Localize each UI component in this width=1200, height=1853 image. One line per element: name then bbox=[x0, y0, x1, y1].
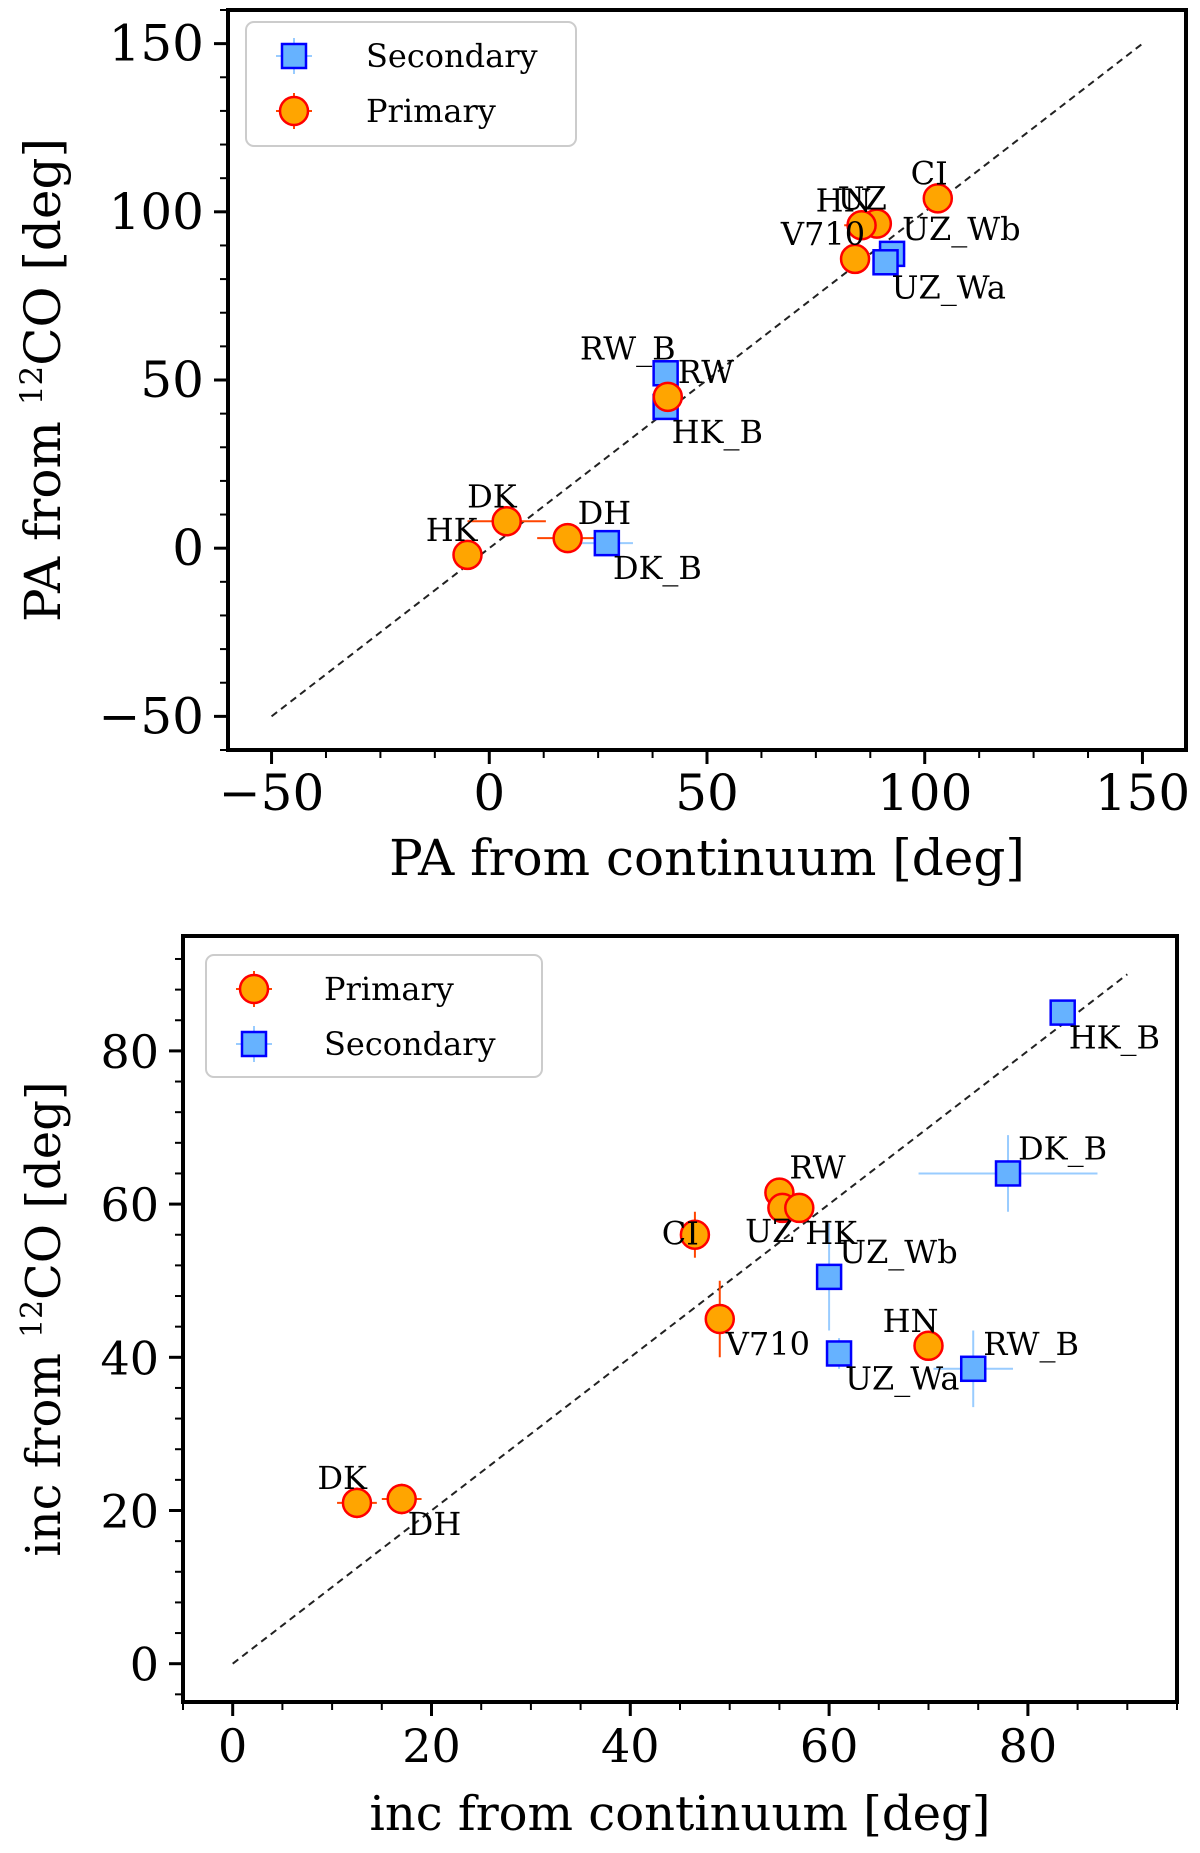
x-tick-label: 60 bbox=[800, 1719, 859, 1773]
y-tick-label: 40 bbox=[100, 1331, 159, 1385]
x-tick-label: 20 bbox=[402, 1719, 461, 1773]
legend: Primary Secondary bbox=[205, 954, 543, 1078]
point-label-RW: RW bbox=[789, 1149, 845, 1187]
x-tick-label: 100 bbox=[877, 764, 972, 822]
point-label-HK: HK bbox=[805, 1214, 858, 1252]
point-label-V710: V710 bbox=[780, 215, 865, 253]
legend-label-primary: Primary bbox=[324, 970, 454, 1008]
data-point-CI bbox=[679, 1219, 711, 1250]
point-label-RW_B: RW_B bbox=[983, 1325, 1079, 1363]
data-point-UZ_Wb bbox=[815, 1263, 843, 1291]
data-point-DK_B bbox=[593, 529, 621, 557]
y-axis-label-prefix: inc from bbox=[16, 1338, 72, 1557]
legend-label-secondary: Secondary bbox=[366, 37, 538, 75]
y-axis-label-suffix: CO [deg] bbox=[14, 138, 72, 366]
inclination-comparison-chart: RW UZ HK CI V710 HN DK DH HK_B DK_B UZ_Wb UZ_Wa RW_B… bbox=[15, 934, 1179, 1842]
y-tick-label: 20 bbox=[100, 1485, 159, 1539]
legend-marker-primary bbox=[278, 95, 310, 127]
data-point-RW bbox=[652, 381, 684, 413]
y-tick-label: 60 bbox=[100, 1178, 159, 1232]
legend: Secondary Primary bbox=[245, 21, 577, 147]
data-point-DH bbox=[386, 1483, 417, 1515]
data-point-HK bbox=[784, 1192, 815, 1224]
point-label-UZ_Wb: UZ_Wb bbox=[839, 1233, 958, 1271]
point-label-DK_B: DK_B bbox=[1018, 1129, 1107, 1167]
data-point-UZ_Wa bbox=[872, 249, 899, 276]
y-axis-label: inc from 12CO [deg] bbox=[15, 1081, 72, 1556]
y-tick-label: 100 bbox=[109, 183, 204, 241]
data-point-UZ_Wa bbox=[825, 1340, 853, 1367]
x-axis-label: PA from continuum [deg] bbox=[389, 829, 1025, 887]
point-label-HN: HN bbox=[883, 1302, 939, 1340]
point-label-RW_B: RW_B bbox=[580, 329, 676, 367]
legend-marker-secondary bbox=[240, 1030, 268, 1058]
x-tick-label: 40 bbox=[601, 1719, 660, 1773]
data-point-RW_B bbox=[959, 1355, 987, 1383]
point-label-HK_B: HK_B bbox=[1069, 1019, 1160, 1057]
x-tick-label: −50 bbox=[219, 764, 325, 822]
y-axis-label-suffix: CO [deg] bbox=[16, 1081, 72, 1300]
data-point-V710 bbox=[704, 1303, 736, 1335]
data-point-CI bbox=[922, 183, 954, 214]
data-point-DK bbox=[341, 1487, 373, 1519]
one-to-one-reference-line bbox=[270, 42, 1144, 718]
point-label-CI: CI bbox=[911, 154, 948, 192]
legend-box bbox=[205, 954, 543, 1078]
point-label-HK_B: HK_B bbox=[672, 413, 763, 451]
y-axis-label-superscript: 12 bbox=[15, 1300, 50, 1338]
point-label-HN: HN bbox=[816, 181, 872, 219]
legend-marker-primary bbox=[238, 973, 270, 1005]
x-tick-label: 150 bbox=[1095, 764, 1190, 822]
data-point-HN bbox=[913, 1330, 944, 1362]
data-point-DH bbox=[552, 522, 583, 554]
one-to-one-reference-line bbox=[232, 973, 1128, 1665]
y-tick-label: 50 bbox=[140, 351, 204, 409]
legend-label-primary: Primary bbox=[366, 92, 496, 130]
y-tick-label: 80 bbox=[100, 1025, 159, 1079]
data-point-HK_B bbox=[1049, 999, 1076, 1026]
point-label-HK: HK bbox=[426, 511, 479, 549]
point-label-UZ_Wa: UZ_Wa bbox=[892, 268, 1006, 306]
data-point-HK bbox=[452, 539, 483, 571]
y-tick-label: 150 bbox=[109, 15, 204, 73]
point-label-UZ: UZ bbox=[745, 1212, 794, 1250]
point-label-DK_B: DK_B bbox=[613, 549, 702, 587]
data-point-DK bbox=[491, 506, 522, 537]
point-label-DH: DH bbox=[578, 494, 632, 532]
x-tick-label: 0 bbox=[473, 764, 505, 822]
legend-box bbox=[245, 21, 577, 147]
y-tick-label: 0 bbox=[172, 519, 204, 577]
y-axis-label: PA from 12CO [deg] bbox=[14, 138, 72, 622]
data-point-HN bbox=[846, 210, 877, 241]
point-label-UZ_Wb: UZ_Wb bbox=[902, 210, 1021, 248]
data-point-DK_B bbox=[994, 1160, 1022, 1187]
point-label-V710: V710 bbox=[725, 1325, 810, 1363]
y-axis-label-prefix: PA from bbox=[14, 405, 72, 622]
y-axis-label-superscript: 12 bbox=[14, 366, 50, 405]
x-axis-label: inc from continuum [deg] bbox=[370, 1786, 991, 1842]
point-label-UZ_Wa: UZ_Wa bbox=[845, 1359, 959, 1397]
legend-marker-secondary bbox=[280, 42, 308, 70]
point-label-CI: CI bbox=[662, 1215, 699, 1253]
y-tick-label: 0 bbox=[130, 1638, 159, 1692]
y-tick-label: −50 bbox=[98, 687, 204, 745]
x-tick-label: 80 bbox=[999, 1719, 1058, 1773]
point-label-DH: DH bbox=[408, 1505, 462, 1543]
legend-label-secondary: Secondary bbox=[324, 1025, 496, 1063]
data-point-V710 bbox=[839, 243, 871, 275]
x-tick-label: 50 bbox=[675, 764, 739, 822]
x-tick-label: 0 bbox=[218, 1719, 247, 1773]
point-label-DK: DK bbox=[467, 477, 518, 515]
point-label-DK: DK bbox=[317, 1459, 368, 1497]
point-label-RW: RW bbox=[678, 353, 734, 391]
